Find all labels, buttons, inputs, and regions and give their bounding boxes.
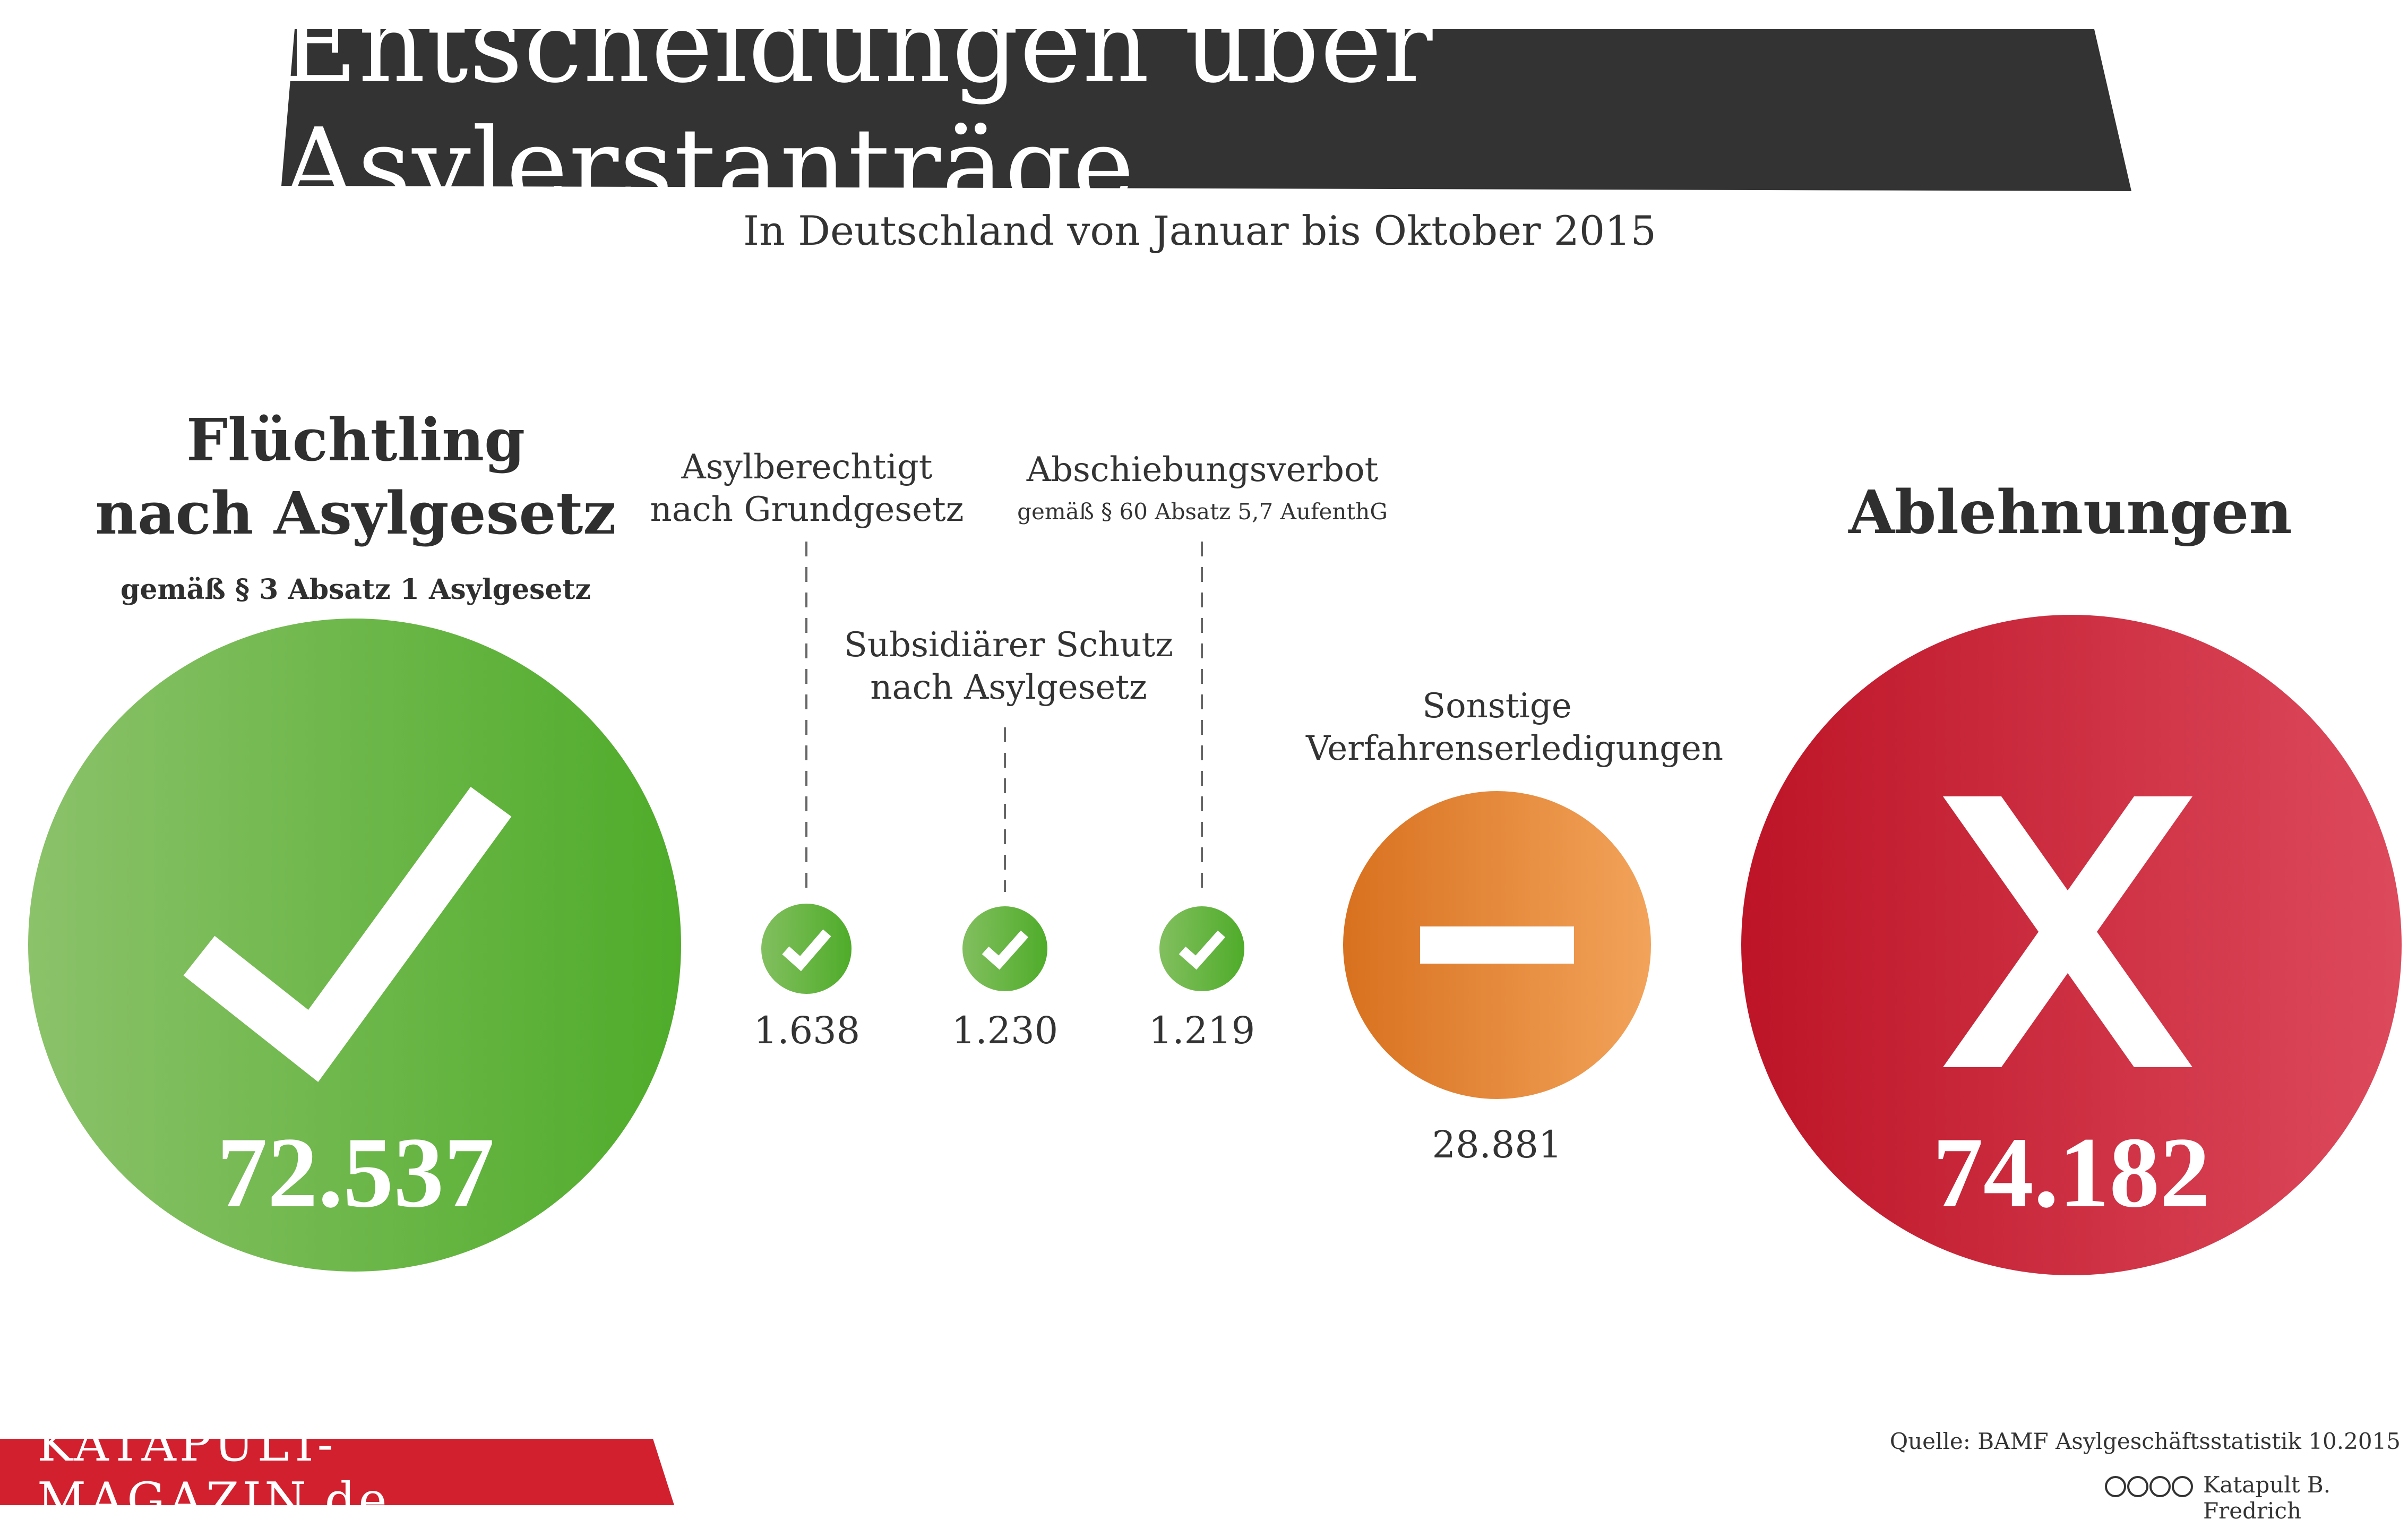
- subsidiaer-label-line1: Subsidiärer Schutz: [844, 625, 1173, 665]
- sonstige-label-line2: Verfahrenserledigungen: [1306, 729, 1724, 768]
- fluechtling-value: 72.537: [217, 1117, 495, 1229]
- small-check-abschiebungsverbot: [1159, 906, 1244, 991]
- abschiebungsverbot-label: Abschiebungsverbot gemäß § 60 Absatz 5,7…: [998, 449, 1407, 525]
- fluechtling-heading-line1: Flüchtling: [186, 406, 526, 474]
- subsidiaer-label-line2: nach Asylgesetz: [870, 668, 1147, 707]
- abschiebungsverbot-label-line2: gemäß § 60 Absatz 5,7 AufenthG: [1017, 499, 1388, 525]
- abschiebungsverbot-value: 1.219: [1148, 1009, 1255, 1052]
- sonstige-value: 28.881: [1432, 1123, 1562, 1166]
- ablehnungen-value: 74.182: [1932, 1117, 2211, 1229]
- sonstige-label-line1: Sonstige: [1422, 686, 1572, 726]
- ablehnungen-heading: Ablehnungen: [1848, 478, 2292, 547]
- fluechtling-circle: [28, 619, 681, 1272]
- fluechtling-legal-note: gemäß § 3 Absatz 1 Asylgesetz: [121, 573, 591, 606]
- asylberechtigt-label-line1: Asylberechtigt: [681, 448, 933, 487]
- asylberechtigt-label-line2: nach Grundgesetz: [650, 490, 964, 529]
- subsidiaer-label: Subsidiärer Schutz nach Asylgesetz: [828, 624, 1189, 709]
- check-icon: [1179, 930, 1226, 970]
- check-icon: [782, 929, 831, 972]
- source-note: Quelle: BAMF Asylgeschäftsstatistik 10.2…: [1889, 1428, 2401, 1454]
- brand-link[interactable]: KATAPULT-MAGAZIN.de: [37, 1416, 390, 1528]
- cc-license-icons: [2105, 1476, 2193, 1497]
- minus-icon: [1420, 926, 1574, 964]
- page-subtitle: In Deutschland von Januar bis Oktober 20…: [743, 207, 1656, 254]
- small-check-subsidiaer: [962, 906, 1047, 991]
- fluechtling-heading-line2: nach Asylgesetz: [95, 478, 616, 547]
- abschiebungsverbot-label-line1: Abschiebungsverbot: [1026, 450, 1379, 490]
- fluechtling-heading: Flüchtling nach Asylgesetz: [85, 404, 626, 550]
- page-title: Entscheidungen über Asylerstanträge: [281, 0, 1434, 227]
- credit-note: Katapult B. Fredrich: [2203, 1472, 2331, 1524]
- asylberechtigt-value: 1.638: [753, 1009, 861, 1052]
- brand-ribbon: [0, 1439, 674, 1505]
- check-icon: [982, 930, 1029, 970]
- large-check-icon: [183, 787, 512, 1082]
- cross-icon: [1943, 796, 2192, 1067]
- subsidiaer-value: 1.230: [951, 1009, 1059, 1052]
- asylberechtigt-label: Asylberechtigt nach Grundgesetz: [637, 446, 977, 531]
- small-check-asylberechtigt: [761, 904, 852, 994]
- title-banner: [281, 29, 2131, 191]
- sonstige-label: Sonstige Verfahrenserledigungen: [1306, 685, 1724, 770]
